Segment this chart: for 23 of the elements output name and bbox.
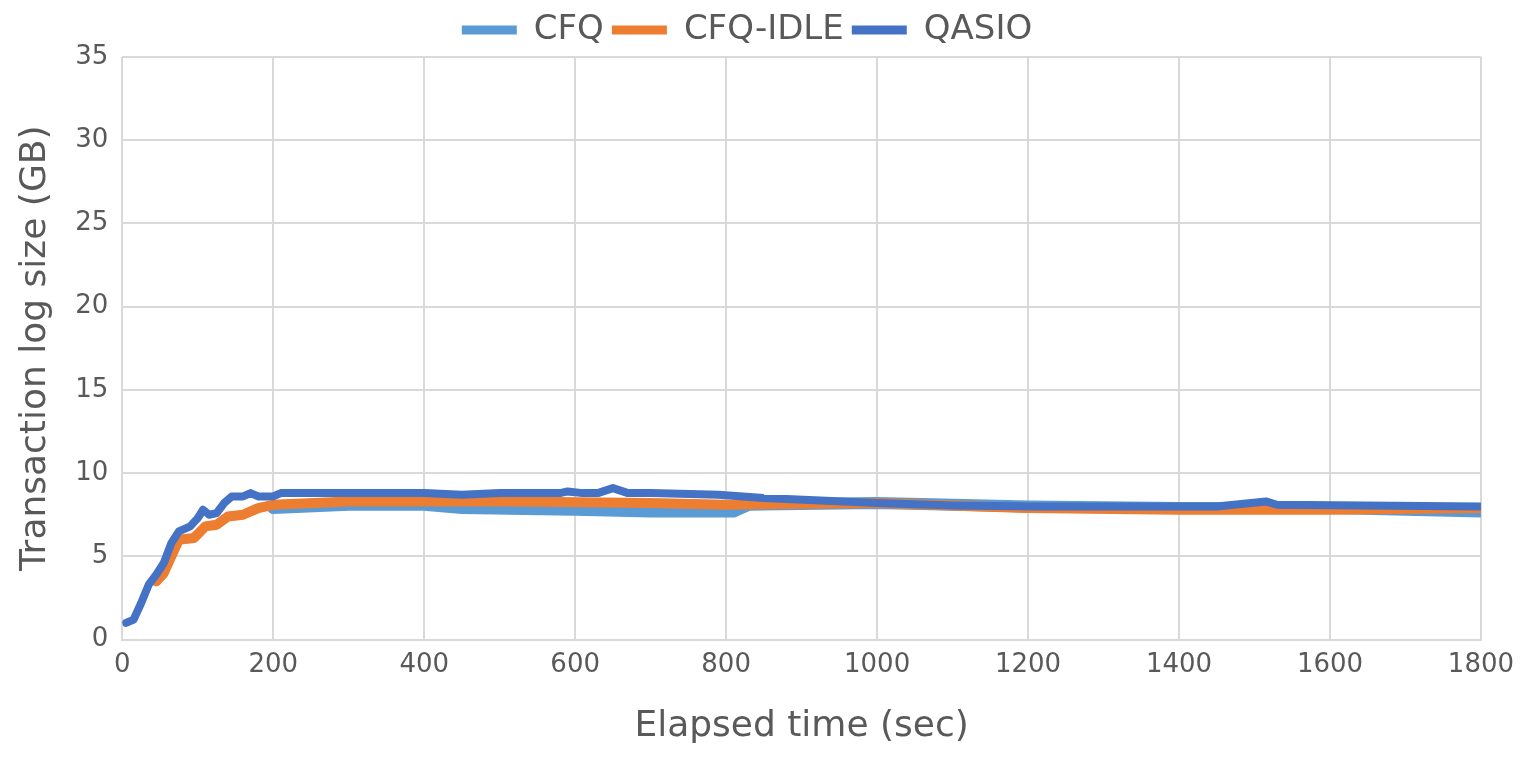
x-tick-label: 1800 — [1447, 647, 1514, 678]
y-tick-label: 20 — [75, 289, 109, 320]
y-tick-label: 10 — [75, 455, 109, 486]
x-tick-label: 600 — [550, 647, 600, 678]
x-tick-label: 800 — [701, 647, 751, 678]
x-tick-label: 1000 — [843, 647, 911, 678]
x-tick-label: 0 — [114, 647, 131, 678]
y-tick-label: 5 — [91, 539, 109, 570]
legend-label: CFQ-IDLE — [683, 6, 844, 47]
y-axis-title: Transaction log size (GB) — [11, 125, 53, 573]
y-tick-label: 30 — [75, 122, 109, 153]
x-tick-label: 1200 — [994, 647, 1062, 678]
y-tick-label: 0 — [91, 622, 109, 653]
y-tick-label: 35 — [75, 39, 109, 70]
x-tick-label: 1400 — [1145, 647, 1213, 678]
legend-label: CFQ — [533, 6, 604, 47]
x-axis-title: Elapsed time (sec) — [634, 702, 969, 744]
x-tick-label: 1600 — [1296, 647, 1364, 678]
x-tick-label: 200 — [248, 647, 299, 678]
legend-label: QASIO — [923, 6, 1033, 47]
y-tick-label: 15 — [75, 372, 109, 403]
x-tick-label: 400 — [399, 647, 450, 678]
y-tick-label: 25 — [75, 206, 109, 237]
